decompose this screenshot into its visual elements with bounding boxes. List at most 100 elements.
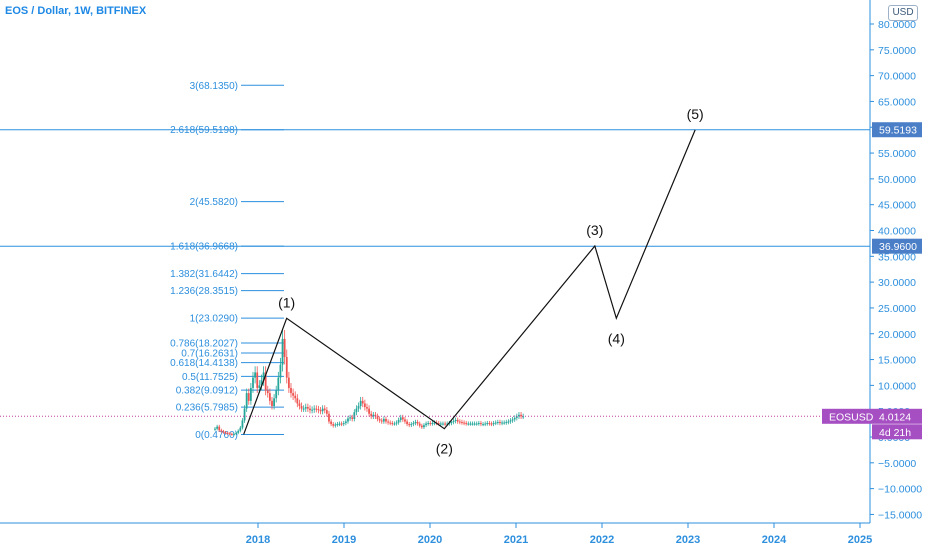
candle-body: [226, 432, 229, 434]
candle-body: [486, 423, 489, 425]
candle: [425, 421, 427, 428]
fib-level-label: 0.236(5.7985): [176, 403, 238, 414]
candle-body: [484, 423, 487, 425]
fib-level-label: 2.618(59.5198): [170, 125, 238, 136]
candle: [245, 388, 248, 412]
candle-body: [444, 423, 446, 425]
candle-body: [518, 414, 520, 417]
candle: [431, 420, 434, 426]
wave-label: (5): [687, 106, 704, 122]
candle: [513, 415, 516, 422]
candle-body: [328, 413, 330, 422]
candle: [471, 421, 474, 426]
candle-body: [344, 421, 347, 424]
y-tick-label: 30.0000: [878, 277, 916, 289]
fib-level-label: 1(23.0290): [190, 314, 238, 325]
candle-body: [334, 424, 337, 426]
candle-body: [258, 385, 261, 388]
candle-body: [355, 408, 358, 413]
candle: [306, 403, 309, 412]
candle: [317, 405, 320, 414]
candle-body: [505, 422, 508, 424]
candle-body: [300, 406, 303, 409]
candle-body: [393, 423, 396, 425]
candle: [399, 414, 402, 423]
candle-body: [304, 407, 307, 409]
candle: [347, 415, 349, 424]
candle-body: [214, 428, 216, 430]
candle: [518, 411, 520, 420]
candle: [503, 420, 506, 425]
candle: [404, 417, 406, 424]
candle-body: [247, 393, 250, 401]
candle: [366, 403, 368, 412]
candle: [353, 409, 356, 422]
candle: [507, 419, 510, 425]
candle: [473, 421, 476, 426]
candle-body: [433, 422, 436, 424]
candle-body: [507, 421, 510, 423]
candle-body: [266, 390, 269, 394]
wave-label: (3): [586, 222, 603, 238]
candle-body: [488, 423, 491, 425]
candle-body: [285, 356, 288, 378]
wave-label: (4): [608, 330, 625, 346]
candle: [429, 420, 432, 426]
wave-label: (2): [436, 441, 453, 457]
candle: [380, 418, 383, 424]
candle: [463, 420, 465, 426]
x-tick-label: 2024: [762, 534, 787, 546]
y-tick-label: 25.0000: [878, 303, 916, 315]
fib-level-label: 0.7(16.2631): [181, 349, 238, 360]
candle-body: [416, 422, 419, 424]
currency-unit-button[interactable]: USD: [888, 5, 918, 21]
candle: [254, 366, 257, 384]
candle: [266, 385, 269, 398]
candle-body: [374, 414, 377, 417]
candle: [376, 413, 379, 422]
candle: [279, 357, 282, 384]
candle: [319, 406, 322, 415]
candle: [264, 366, 267, 396]
candle-body: [418, 423, 421, 426]
candle-body: [283, 338, 286, 357]
candle-body: [499, 422, 501, 424]
candle: [461, 419, 463, 425]
candle-body: [391, 423, 394, 425]
fib-level-label: 0.786(18.2027): [170, 339, 238, 350]
candle: [501, 420, 503, 426]
candle-body: [467, 423, 470, 425]
candle: [336, 422, 339, 427]
candle: [294, 391, 297, 403]
candle-body: [482, 424, 484, 426]
candle: [387, 419, 389, 425]
candle-body: [385, 418, 387, 422]
x-tick-label: 2023: [676, 534, 700, 546]
y-tick-label: 55.0000: [878, 148, 916, 160]
candle-body: [290, 387, 292, 394]
candle: [237, 429, 240, 435]
candle: [334, 422, 337, 428]
candle-body: [342, 423, 345, 425]
y-tick-label: 45.0000: [878, 200, 916, 212]
candle-body: [490, 423, 493, 425]
candle: [342, 420, 345, 427]
elliott-wave-path: (1) (2) (3) (4) (5): [243, 106, 704, 457]
candle: [325, 406, 328, 417]
candle-body: [509, 420, 512, 422]
candle-body: [298, 403, 301, 407]
candle: [349, 414, 351, 421]
candle-body: [256, 372, 259, 388]
candle-body: [311, 409, 313, 411]
candle-body: [389, 422, 392, 424]
x-tick-label: 2020: [418, 534, 442, 546]
candle-body: [359, 400, 362, 407]
candle-body: [264, 372, 267, 391]
candle: [458, 419, 461, 425]
candle-body: [323, 408, 326, 411]
candle-body: [427, 423, 430, 425]
candle-body: [456, 419, 459, 422]
candle: [328, 410, 330, 424]
candle-body: [442, 423, 444, 425]
